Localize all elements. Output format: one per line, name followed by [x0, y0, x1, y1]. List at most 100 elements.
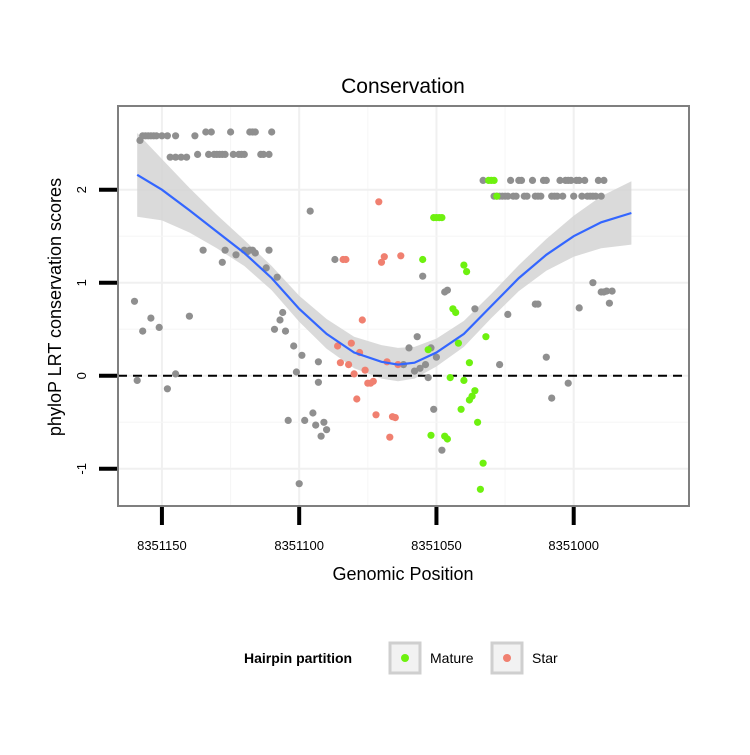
point-other — [471, 305, 479, 313]
data-points — [130, 128, 616, 493]
point-other — [578, 192, 586, 200]
point-other — [331, 255, 339, 264]
point-mature — [482, 333, 490, 341]
point-other — [166, 153, 174, 161]
point-star — [380, 253, 388, 261]
point-other — [421, 361, 430, 369]
point-other — [410, 367, 419, 375]
point-other — [133, 376, 141, 384]
point-other — [314, 358, 322, 366]
legend-item-mature: Mature — [388, 641, 474, 675]
point-other — [608, 287, 616, 295]
point-star — [391, 414, 399, 422]
point-other — [172, 153, 180, 161]
point-other — [301, 416, 309, 424]
point-other — [405, 344, 413, 352]
point-mature — [460, 376, 468, 384]
point-other — [183, 153, 191, 161]
point-star — [361, 366, 369, 374]
point-other — [416, 364, 424, 372]
point-other — [320, 418, 328, 426]
point-mature — [446, 374, 454, 382]
point-other — [147, 314, 155, 322]
point-mature — [479, 459, 487, 467]
point-star — [336, 359, 344, 367]
point-other — [218, 258, 226, 266]
point-other — [312, 421, 320, 429]
point-other — [537, 192, 545, 200]
point-other — [504, 310, 512, 318]
legend-swatch-mature — [401, 654, 409, 662]
point-other — [281, 327, 290, 335]
point-other — [194, 150, 202, 158]
y-tick-label: 1 — [74, 279, 89, 286]
point-other — [276, 316, 284, 324]
point-other — [314, 378, 322, 386]
point-other — [528, 176, 537, 184]
legend-swatch-star — [503, 654, 511, 662]
point-other — [259, 150, 268, 158]
point-other — [199, 246, 207, 254]
point-star — [342, 255, 350, 264]
point-star — [350, 370, 358, 378]
point-other — [575, 176, 583, 184]
point-mature — [490, 176, 498, 184]
y-tick-label: -1 — [74, 463, 89, 475]
point-other — [232, 251, 240, 259]
point-other — [564, 379, 572, 387]
point-other — [306, 207, 314, 215]
point-star — [377, 258, 386, 266]
point-other — [542, 176, 550, 184]
point-other — [251, 128, 259, 136]
point-star — [345, 361, 353, 369]
point-other — [221, 246, 229, 254]
point-mature — [471, 387, 479, 395]
point-other — [575, 304, 583, 312]
point-other — [556, 176, 564, 184]
point-star — [372, 411, 380, 419]
point-mature — [465, 359, 473, 367]
point-other — [290, 342, 298, 350]
legend-title: Hairpin partition — [244, 650, 352, 666]
point-other — [207, 128, 215, 136]
legend-item-star: Star — [490, 641, 558, 675]
point-other — [553, 192, 561, 200]
point-star — [347, 339, 355, 347]
point-other — [430, 405, 438, 413]
point-other — [317, 432, 325, 440]
point-other — [130, 297, 139, 305]
y-tick-label: 2 — [74, 186, 89, 193]
y-axis-label: phyloP LRT conservation scores — [45, 178, 65, 436]
plot-background — [118, 106, 689, 506]
point-other — [163, 385, 171, 393]
point-other — [202, 128, 210, 136]
plot-panel — [117, 105, 690, 507]
point-other — [155, 323, 163, 331]
point-other — [496, 361, 504, 369]
point-other — [548, 394, 556, 402]
point-mature — [460, 261, 468, 269]
x-tick-label: 8351150 — [137, 538, 187, 553]
point-other — [432, 353, 440, 361]
point-other — [419, 272, 427, 280]
point-other — [158, 132, 166, 140]
point-other — [172, 132, 180, 140]
x-axis: 8351150 8351100 8351050 8351000 — [137, 507, 599, 553]
point-other — [185, 312, 193, 320]
point-mature — [468, 392, 476, 400]
point-other — [265, 150, 273, 158]
point-mature — [452, 308, 460, 317]
point-mature — [474, 418, 482, 426]
point-other — [270, 325, 279, 333]
point-other — [172, 370, 180, 378]
point-other — [229, 150, 237, 158]
point-other — [567, 176, 575, 184]
point-mature — [424, 346, 432, 354]
point-other — [279, 308, 287, 317]
point-other — [323, 426, 331, 434]
point-other — [295, 480, 303, 488]
point-other — [512, 192, 520, 200]
x-tick-label: 8351000 — [548, 538, 599, 553]
point-other — [273, 273, 281, 281]
point-other — [479, 176, 487, 184]
